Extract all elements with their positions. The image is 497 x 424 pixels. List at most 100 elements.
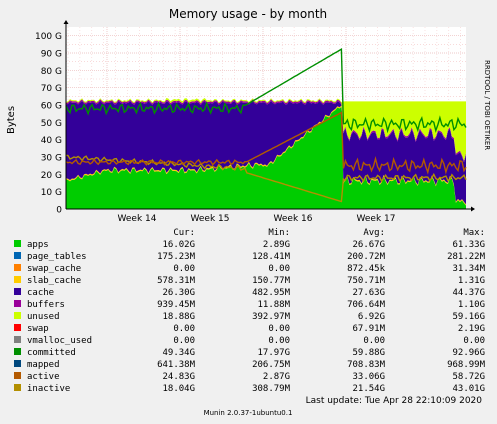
legend-swatch-swap_cache	[14, 264, 21, 271]
legend-swatch-mapped	[14, 360, 21, 367]
y-tick-label: 20 G	[41, 171, 62, 181]
legend-avg-committed: 59.88G	[352, 348, 385, 358]
series-lines	[65, 47, 467, 203]
line-active	[65, 111, 467, 175]
legend-cur-buffers: 939.45M	[157, 300, 196, 310]
legend-name-inactive: inactive	[27, 384, 70, 394]
legend-cur-inactive: 18.04G	[162, 384, 195, 394]
y-axis-label: Bytes	[6, 106, 17, 134]
x-tick-label: Week 15	[191, 214, 230, 224]
axes: 0 10 G 20 G 30 G 40 G 50 G 60 G 70 G 80 G 90 G 100…	[35, 20, 475, 224]
y-tick-label: 100 G	[35, 32, 62, 42]
legend-avg-page_tables: 200.72M	[347, 252, 386, 262]
legend-min-page_tables: 128.41M	[252, 252, 291, 262]
legend-swatch-vmalloc_used	[14, 336, 21, 343]
legend-min-swap: 0.00	[268, 324, 290, 334]
legend-name-vmalloc_used: vmalloc_used	[27, 336, 92, 346]
legend-header: Cur:	[173, 228, 195, 238]
legend-name-page_tables: page_tables	[27, 252, 87, 262]
area-cache	[66, 100, 466, 205]
legend-cur-slab_cache: 578.31M	[157, 276, 196, 286]
legend-name-committed: committed	[27, 348, 76, 358]
legend-max-active: 58.72G	[452, 372, 485, 382]
legend-min-apps: 2.89G	[263, 240, 290, 250]
legend-cur-page_tables: 175.23M	[157, 252, 196, 262]
legend-avg-unused: 6.92G	[358, 312, 385, 322]
legend-name-active: active	[27, 372, 60, 382]
legend-cur-apps: 16.02G	[162, 240, 195, 250]
legend-max-inactive: 43.01G	[452, 384, 485, 394]
legend-name-cache: cache	[27, 288, 54, 298]
legend-cur-active: 24.83G	[162, 372, 195, 382]
y-tick-label: 90 G	[41, 50, 62, 60]
legend-max-mapped: 968.99M	[447, 360, 486, 370]
legend-cur-committed: 49.34G	[162, 348, 195, 358]
munin-version: Munin 2.0.37-1ubuntu0.1	[204, 409, 293, 417]
area-unused	[66, 97, 466, 161]
legend-max-committed: 92.96G	[452, 348, 485, 358]
legend-min-active: 2.87G	[263, 372, 290, 382]
legend-swatch-unused	[14, 312, 21, 319]
y-tick-label: 60 G	[41, 102, 62, 112]
legend-cur-mapped: 641.38M	[157, 360, 196, 370]
legend-max-cache: 44.37G	[452, 288, 485, 298]
y-tick-label: 80 G	[41, 67, 62, 77]
legend-max-swap_cache: 31.34M	[452, 264, 485, 274]
legend-name-apps: apps	[27, 240, 49, 250]
legend-cur-swap: 0.00	[173, 324, 195, 334]
legend-avg-swap: 67.91M	[352, 324, 385, 334]
legend-min-swap_cache: 0.00	[268, 264, 290, 274]
legend-cur-vmalloc_used: 0.00	[173, 336, 195, 346]
legend-avg-inactive: 21.54G	[352, 384, 385, 394]
legend-header: Min:	[268, 228, 290, 238]
legend-header: Max:	[463, 228, 485, 238]
legend-cur-swap_cache: 0.00	[173, 264, 195, 274]
watermark: RRDTOOL / TOBI OETIKER	[483, 60, 491, 150]
legend-min-buffers: 11.88M	[257, 300, 290, 310]
last-update: Last update: Tue Apr 28 22:10:09 2020	[306, 396, 483, 406]
x-tick-label: Week 16	[274, 214, 313, 224]
legend-avg-active: 33.06G	[352, 372, 385, 382]
legend-min-unused: 392.97M	[252, 312, 291, 322]
series-areas	[66, 97, 466, 209]
legend-avg-swap_cache: 872.45k	[347, 264, 386, 274]
legend-min-vmalloc_used: 0.00	[268, 336, 290, 346]
legend-header: Avg:	[363, 228, 385, 238]
legend-avg-cache: 27.63G	[352, 288, 385, 298]
legend-name-swap_cache: swap_cache	[27, 264, 81, 274]
legend-cur-cache: 26.30G	[162, 288, 195, 298]
y-tick-label: 70 G	[41, 84, 62, 94]
chart-title: Memory usage - by month	[169, 7, 327, 21]
legend-name-unused: unused	[27, 312, 60, 322]
legend-avg-buffers: 706.64M	[347, 300, 386, 310]
legend-swatch-buffers	[14, 300, 21, 307]
legend-max-page_tables: 281.22M	[447, 252, 486, 262]
y-axis-arrow	[63, 20, 69, 24]
legend-min-cache: 482.95M	[252, 288, 291, 298]
legend-name-slab_cache: slab_cache	[27, 276, 81, 286]
y-tick-label: 10 G	[41, 188, 62, 198]
legend-avg-slab_cache: 750.71M	[347, 276, 386, 286]
legend-swatch-cache	[14, 288, 21, 295]
legend-swatch-slab_cache	[14, 276, 21, 283]
legend-min-committed: 17.97G	[257, 348, 290, 358]
legend-max-slab_cache: 1.31G	[458, 276, 485, 286]
legend-name-buffers: buffers	[27, 300, 65, 310]
legend-min-mapped: 206.75M	[252, 360, 291, 370]
legend-max-unused: 59.16G	[452, 312, 485, 322]
legend: Cur: Min: Avg: Max: apps 16.02G 2.89G 26.67G 61.…	[14, 228, 486, 394]
line-committed	[65, 47, 467, 134]
legend-min-inactive: 308.79M	[252, 384, 291, 394]
legend-max-apps: 61.33G	[452, 240, 485, 250]
legend-cur-unused: 18.88G	[162, 312, 195, 322]
legend-swatch-apps	[14, 240, 21, 247]
legend-swatch-active	[14, 372, 21, 379]
legend-max-swap: 2.19G	[458, 324, 485, 334]
area-apps	[66, 107, 466, 209]
legend-swatch-swap	[14, 324, 21, 331]
y-tick-label: 30 G	[41, 154, 62, 164]
x-axis-arrow	[471, 206, 475, 212]
legend-min-slab_cache: 150.77M	[252, 276, 291, 286]
y-tick-label: 50 G	[41, 119, 62, 129]
